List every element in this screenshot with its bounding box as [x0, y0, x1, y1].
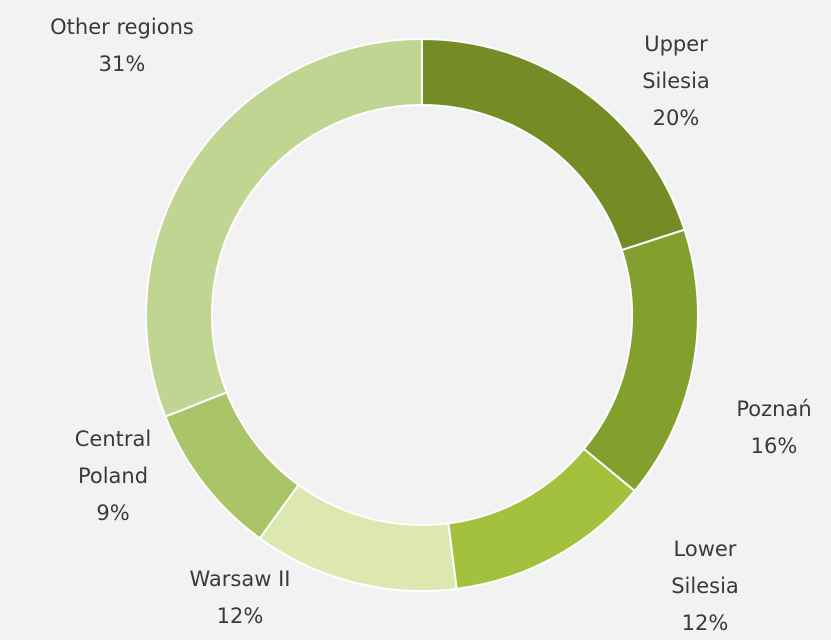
donut-segment — [145, 37, 423, 418]
donut-segment — [447, 447, 637, 590]
value-label: 12% — [216, 604, 264, 628]
category-name: Upper Silesia — [642, 32, 710, 93]
segment-label: Warsaw II 12% — [140, 561, 340, 635]
segment-label: Upper Silesia 20% — [621, 26, 731, 137]
segment-label: Other regions 31% — [12, 9, 232, 83]
category-name: Central Poland — [74, 427, 152, 488]
category-name: Warsaw II — [189, 567, 291, 591]
segment-label: Central Poland 9% — [58, 421, 168, 532]
donut-segment — [582, 228, 699, 493]
value-label: 16% — [750, 434, 798, 458]
category-name: Other regions — [50, 15, 194, 39]
segment-label: Poznań 16% — [719, 391, 829, 465]
segment-label: Lower Silesia 12% — [650, 531, 760, 640]
category-name: Poznań — [736, 397, 812, 421]
value-label: 20% — [652, 106, 700, 130]
value-label: 12% — [681, 611, 729, 635]
value-label: 31% — [98, 52, 146, 76]
category-name: Lower Silesia — [671, 537, 739, 598]
value-label: 9% — [96, 501, 130, 525]
